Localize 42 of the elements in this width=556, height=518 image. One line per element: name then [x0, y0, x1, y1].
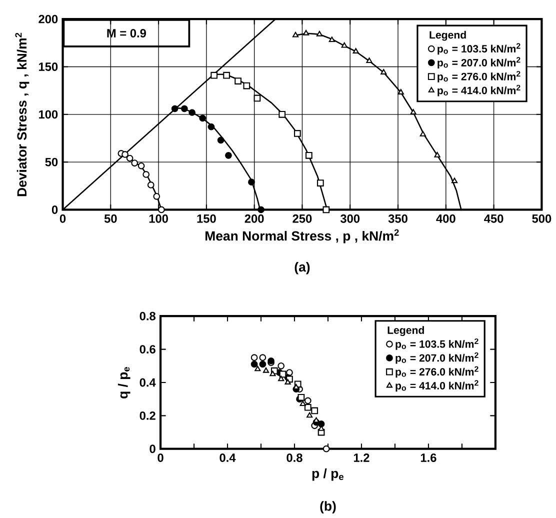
y-tick-label: 0 — [52, 206, 58, 214]
y-tick-label: 150 — [39, 62, 58, 72]
y-tick-label: 0.6 — [140, 345, 156, 354]
x-tick-label: 0 — [60, 214, 66, 223]
x-tick-label: 350 — [388, 214, 408, 223]
x-tick-label: 400 — [436, 214, 456, 223]
y-tick-label: 200 — [38, 14, 58, 24]
x-tick-label: 1.6 — [420, 454, 436, 462]
y-tick-label: 100 — [39, 110, 58, 119]
y-axis-title: Deviator Stress , q , kN/m$^{2}$ — [15, 32, 30, 196]
x-tick-label: 0.4 — [220, 454, 236, 462]
text: (a) — [294, 262, 310, 274]
legend-label: p$_{o}$ = 207.0 kN/m$^{2}$ — [438, 57, 520, 69]
legend-label: p$_{o}$ = 414.0 kN/m$^{2}$ — [438, 84, 520, 96]
x-tick-label: 0 — [158, 454, 164, 462]
x-tick-label: 150 — [197, 214, 216, 223]
y-tick-label: 0.2 — [140, 412, 156, 420]
y-tick-label: 0 — [150, 444, 156, 454]
legend-label: p$_{o}$ = 276.0 kN/m$^{2}$ — [396, 366, 478, 378]
y-tick-label: 50 — [45, 158, 58, 166]
y-tick-label: 0.8 — [140, 312, 156, 320]
x-tick-label: 450 — [484, 214, 504, 223]
x-tick-label: 0.8 — [286, 454, 302, 462]
x-axis-title: Mean Normal Stress , p , kN/m$^{2}$ — [205, 229, 399, 244]
x-tick-label: 500 — [532, 214, 552, 223]
y-axis-title: q / p$_{e}$ — [118, 367, 130, 399]
legend-label: p$_{o}$ = 103.5 kN/m$^{2}$ — [438, 43, 520, 55]
legend-label: p$_{o}$ = 207.0 kN/m$^{2}$ — [396, 352, 478, 364]
legend-label: p$_{o}$ = 414.0 kN/m$^{2}$ — [396, 380, 478, 392]
x-tick-label: 50 — [104, 214, 117, 223]
legend-title: Legend — [430, 30, 466, 41]
x-tick-label: 300 — [340, 214, 360, 223]
x-tick-label: 1.2 — [354, 454, 370, 462]
legend-label: p$_{o}$ = 276.0 kN/m$^{2}$ — [438, 71, 520, 82]
legend-label: p$_{o}$ = 103.5 kN/m$^{2}$ — [396, 338, 478, 350]
x-tick-label: 200 — [244, 214, 264, 223]
x-tick-label: 100 — [149, 214, 168, 223]
y-tick-label: 0.4 — [140, 378, 156, 387]
x-tick-label: 250 — [292, 214, 312, 223]
text: (b) — [320, 501, 336, 514]
legend-title: Legend — [388, 326, 424, 336]
x-axis-title: p / p$_{e}$ — [312, 468, 344, 481]
